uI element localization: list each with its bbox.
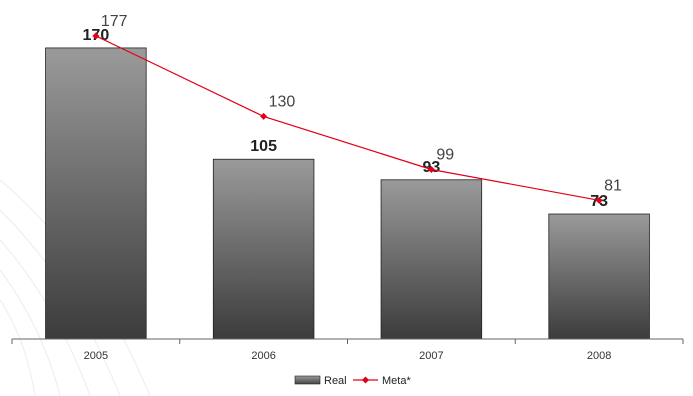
meta-point-2005 bbox=[92, 32, 100, 40]
bar-2007 bbox=[380, 179, 483, 340]
legend-label-real: Real bbox=[324, 375, 347, 387]
x-axis-tick-labels: 2005 2006 2007 2008 bbox=[84, 350, 612, 362]
meta-point-2006 bbox=[260, 112, 268, 120]
legend-marker-meta bbox=[362, 376, 369, 384]
x-tick-label-2006: 2006 bbox=[251, 350, 275, 362]
bar-2006 bbox=[212, 158, 315, 340]
meta-point-2008 bbox=[595, 196, 603, 204]
bar-2008 bbox=[548, 213, 650, 340]
meta-value-label-2005: 177 bbox=[101, 13, 128, 30]
bar-value-label-2006: 105 bbox=[250, 138, 277, 155]
bar-2005 bbox=[45, 47, 147, 340]
meta-value-label-2006: 130 bbox=[269, 93, 296, 110]
legend: Real Meta* bbox=[294, 375, 411, 387]
meta-line bbox=[95, 35, 600, 201]
meta-value-label-2008: 81 bbox=[604, 177, 622, 194]
x-tick-label-2008: 2008 bbox=[587, 350, 611, 362]
legend-label-meta: Meta* bbox=[382, 375, 411, 387]
line-group bbox=[92, 32, 603, 204]
line-labels-group: 177 130 99 81 bbox=[101, 13, 622, 194]
x-axis-ticks bbox=[11, 339, 684, 344]
meta-value-label-2007: 99 bbox=[436, 147, 454, 164]
x-tick-label-2005: 2005 bbox=[84, 350, 108, 362]
bars-group bbox=[45, 47, 650, 340]
x-tick-label-2007: 2007 bbox=[419, 350, 443, 362]
meta-point-2007 bbox=[427, 166, 435, 173]
legend-swatch-real bbox=[294, 375, 321, 385]
bar-labels-group: 1701059373 bbox=[83, 27, 609, 210]
